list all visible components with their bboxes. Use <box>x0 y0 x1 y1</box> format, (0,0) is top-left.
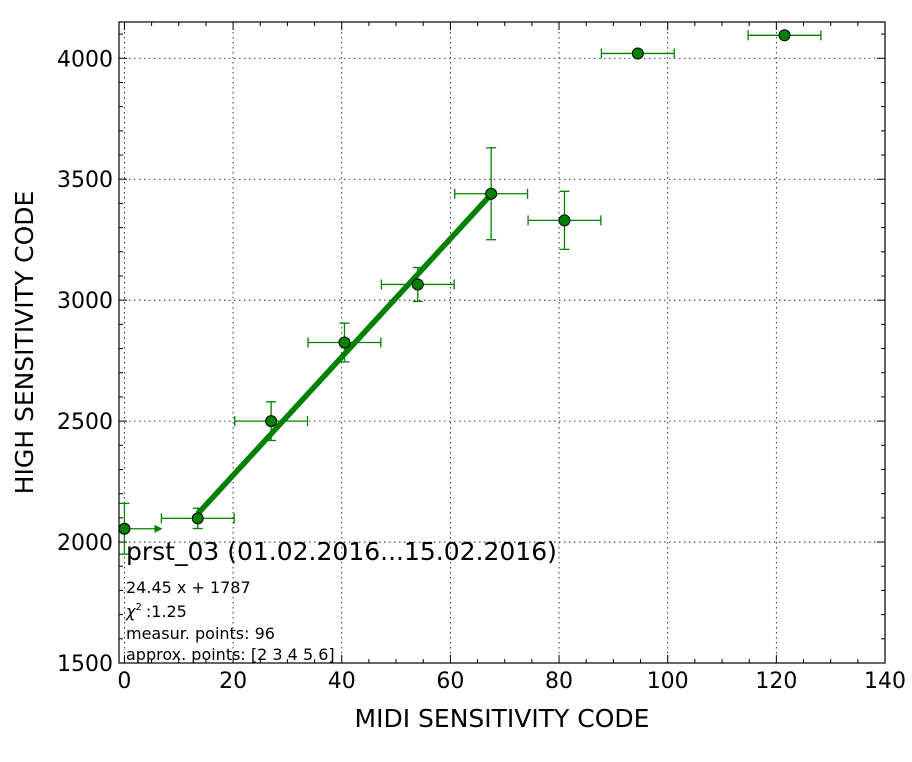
x-axis-label: MIDI SENSITIVITY CODE <box>355 704 650 733</box>
y-tick-label: 3500 <box>57 168 113 193</box>
chi-square-value: :1.25 <box>146 602 187 621</box>
chi-square-exponent: 2 <box>135 602 141 613</box>
y-tick-label: 1500 <box>57 652 113 677</box>
x-tick-label: 0 <box>117 669 131 694</box>
data-point-marker <box>631 47 644 60</box>
annotation-title: prst_03 (01.02.2016...15.02.2016) <box>126 537 557 566</box>
x-tick-label: 20 <box>219 669 247 694</box>
x-limit-arrow-head <box>154 524 163 533</box>
chi-square-symbol: χ <box>125 602 136 621</box>
annotation-measured-points: measur. points: 96 <box>126 624 275 643</box>
data-point-marker <box>191 512 204 525</box>
tick-labels: 0 20 40 60 80 100 120 140 1500 2000 2500 3000 3500 40… <box>57 47 906 694</box>
y-tick-label: 4000 <box>57 47 113 72</box>
y-tick-label: 2500 <box>57 410 113 435</box>
data-point-marker <box>485 187 498 200</box>
data-point-marker <box>118 522 131 535</box>
data-point-marker <box>411 278 424 291</box>
annotation-chi-square: χ2 :1.25 <box>125 602 187 621</box>
x-tick-label: 60 <box>436 669 464 694</box>
annotation-fit-formula: 24.45 x + 1787 <box>126 578 251 597</box>
plot-frame <box>118 21 886 664</box>
grid-lines <box>119 22 885 663</box>
y-tick-label: 3000 <box>57 289 113 314</box>
data-point-marker <box>778 29 791 42</box>
error-bars <box>119 30 822 555</box>
annotation-approximated-points: approx. points: [2 3 4 5 6] <box>126 645 335 664</box>
x-tick-label: 100 <box>647 669 689 694</box>
data-point-marker <box>558 214 571 227</box>
y-tick-label: 2000 <box>57 531 113 556</box>
x-tick-label: 40 <box>328 669 356 694</box>
data-point-marker <box>265 415 278 428</box>
x-tick-label: 80 <box>545 669 573 694</box>
x-tick-label: 120 <box>755 669 797 694</box>
data-point-marker <box>338 336 351 349</box>
annotation-block: prst_03 (01.02.2016...15.02.2016) 24.45 … <box>125 537 557 664</box>
y-axis-label: HIGH SENSITIVITY CODE <box>10 191 39 495</box>
axis-ticks <box>119 22 886 664</box>
x-tick-label: 140 <box>864 669 906 694</box>
data-points <box>118 29 791 535</box>
